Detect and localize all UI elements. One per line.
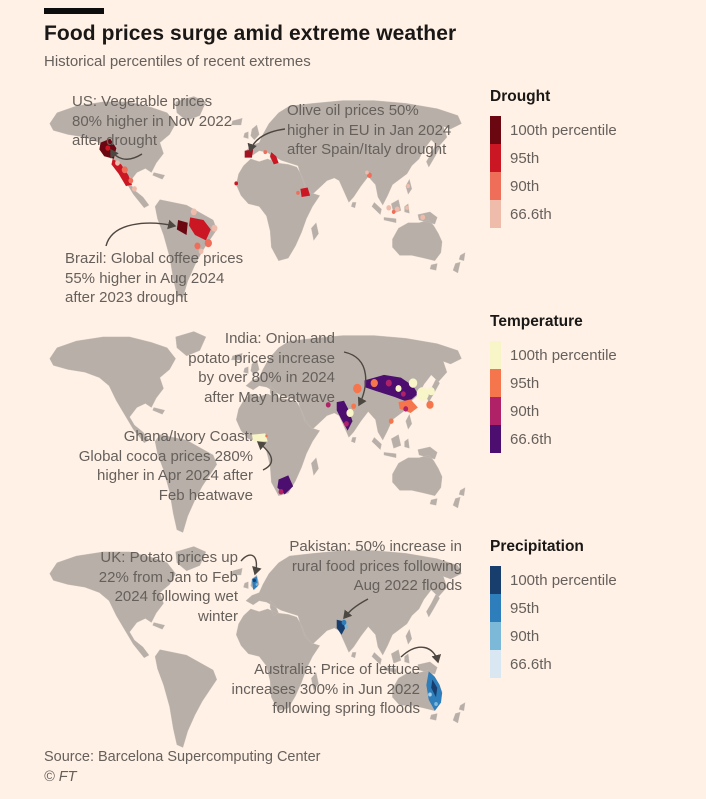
legend-label: 100th percentile: [510, 121, 617, 139]
color-swatch: [490, 425, 501, 453]
page-title: Food prices surge amid extreme weather: [44, 22, 457, 45]
color-swatch: [490, 341, 501, 369]
annotation-pakistan-floods: Pakistan: 50% increase in rural food pri…: [289, 538, 462, 594]
legend-label: 66.6th: [510, 655, 552, 673]
annotation-india-heatwave: India: Onion and potato prices increase …: [188, 330, 335, 406]
color-swatch: [490, 369, 501, 397]
legend-drought-color-bar: [490, 116, 501, 228]
legend-label: 90th: [510, 402, 540, 420]
annotation-eu-olive-oil: Olive oil prices 50% higher in EU in Jan…: [287, 102, 452, 158]
color-swatch: [490, 172, 501, 200]
ft-accent-bar: [44, 8, 104, 14]
color-swatch: [490, 397, 501, 425]
legend-label: 95th: [510, 149, 540, 167]
page-subtitle: Historical percentiles of recent extreme…: [44, 53, 311, 70]
color-swatch: [490, 650, 501, 678]
legend-temperature-color-bar: [490, 341, 501, 453]
ft-credit: © FT: [44, 769, 77, 785]
legend-label: 95th: [510, 599, 540, 617]
color-swatch: [490, 200, 501, 228]
color-swatch: [490, 594, 501, 622]
precipitation-highlights: [251, 576, 443, 711]
precipitation-world-map: [49, 546, 466, 748]
legend-label: 66.6th: [510, 430, 552, 448]
legend-temperature-title: Temperature: [490, 313, 583, 330]
source-note: Source: Barcelona Supercomputing Center: [44, 749, 321, 765]
legend-precipitation-title: Precipitation: [490, 538, 584, 555]
legend-label: 90th: [510, 177, 540, 195]
annotation-uk-potato: UK: Potato prices up 22% from Jan to Feb…: [98, 549, 238, 625]
legend-label: 100th percentile: [510, 571, 617, 589]
legend-precipitation-color-bar: [490, 566, 501, 678]
legend-drought-title: Drought: [490, 88, 551, 105]
legend-label: 66.6th: [510, 205, 552, 223]
color-swatch: [490, 116, 501, 144]
legend-temperature: Temperature 100th percentile 95th 90th 6…: [490, 313, 690, 453]
color-swatch: [490, 144, 501, 172]
annotation-us-vegetables: US: Vegetable prices 80% higher in Nov 2…: [72, 93, 233, 149]
annotation-brazil-coffee: Brazil: Global coffee prices 55% higher …: [65, 250, 244, 306]
color-swatch: [490, 566, 501, 594]
legend-precipitation: Precipitation 100th percentile 95th 90th…: [490, 538, 690, 678]
legend-label: 100th percentile: [510, 346, 617, 364]
annotation-ghana-cocoa: Ghana/Ivory Coast: Global cocoa prices 2…: [78, 428, 253, 504]
legend-drought: Drought 100th percentile 95th 90th 66.6t…: [490, 88, 690, 228]
color-swatch: [490, 622, 501, 650]
legend-label: 95th: [510, 374, 540, 392]
annotation-australia-lettuce: Australia: Price of lettuce increases 30…: [231, 661, 420, 717]
legend-label: 90th: [510, 627, 540, 645]
